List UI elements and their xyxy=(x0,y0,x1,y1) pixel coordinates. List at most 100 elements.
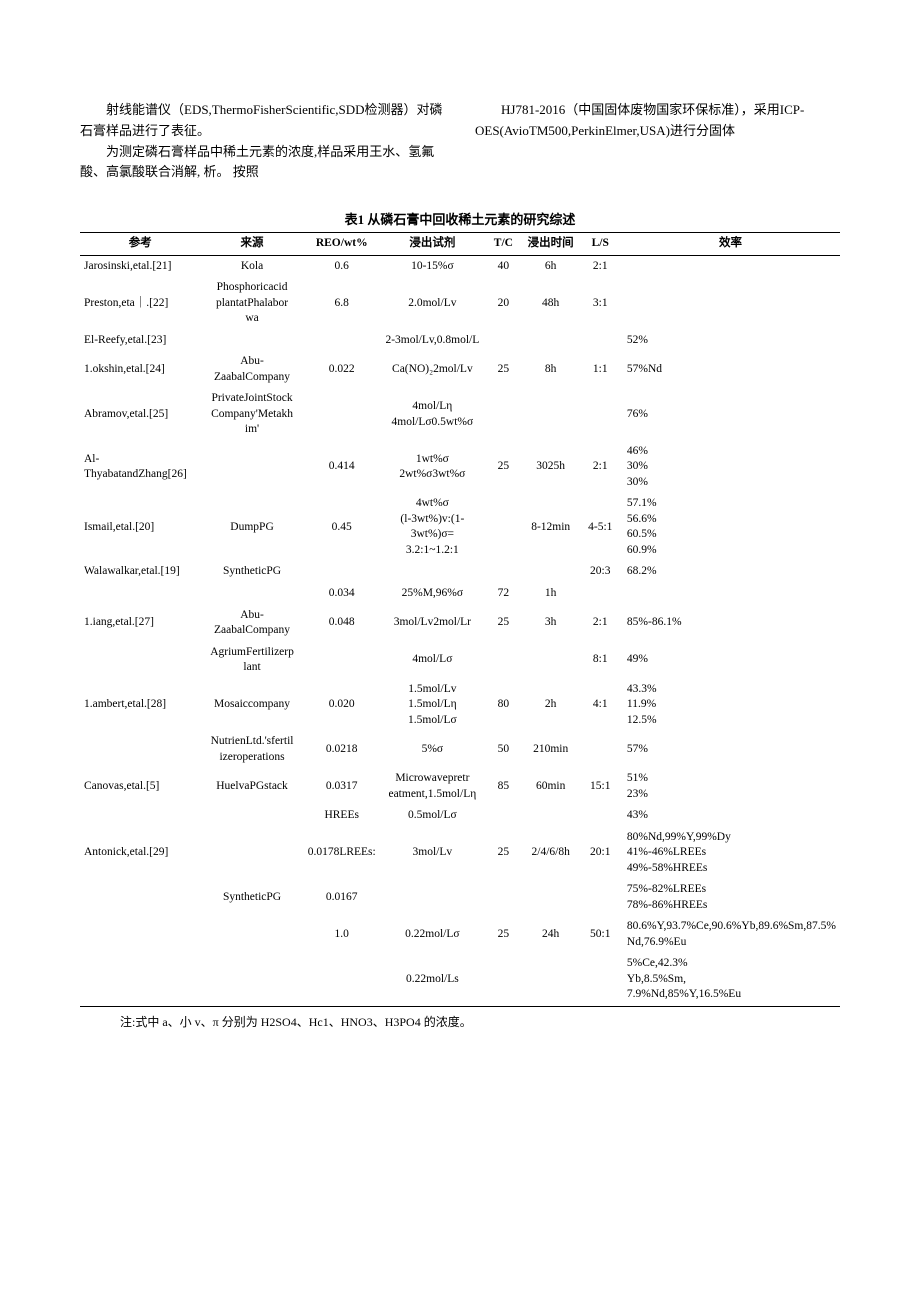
cell-eff xyxy=(621,255,840,277)
table-row: Canovas,etal.[5]HuelvaPGstack0.0317Micro… xyxy=(80,768,840,805)
cell-ls xyxy=(580,330,621,352)
cell-eff: 57.1%56.6%60.5%60.9% xyxy=(621,493,840,561)
cell-reagent: 3mol/Lv xyxy=(380,827,485,880)
cell-tc xyxy=(485,953,522,1006)
th-eff: 效率 xyxy=(621,233,840,256)
paragraph-1a: 射线能谱仪（EDS,ThermoFisherScientific,SDD检测器）… xyxy=(80,100,445,142)
cell-tc xyxy=(485,879,522,916)
cell-ref: Jarosinski,etal.[21] xyxy=(80,255,200,277)
cell-reo xyxy=(304,330,380,352)
cell-reagent: 4wt%σ(l-3wt%)v:(1-3wt%)σ=3.2:1~1.2:1 xyxy=(380,493,485,561)
cell-tc: 72 xyxy=(485,583,522,605)
cell-reo: 0.6 xyxy=(304,255,380,277)
cell-ref xyxy=(80,583,200,605)
cell-ref: 1.ambert,etal.[28] xyxy=(80,679,200,732)
cell-reagent: 4mol/Lη4mol/Lσ0.5wt%σ xyxy=(380,388,485,441)
cell-ls: 4:1 xyxy=(580,679,621,732)
cell-reagent: 0.5mol/Lσ xyxy=(380,805,485,827)
cell-reo xyxy=(304,642,380,679)
cell-reo: 1.0 xyxy=(304,916,380,953)
cell-eff: 76% xyxy=(621,388,840,441)
cell-reagent: 0.22mol/Ls xyxy=(380,953,485,1006)
cell-ls xyxy=(580,388,621,441)
table-row: El-Reefy,etal.[23]2-3mol/Lv,0.8mol/L52% xyxy=(80,330,840,352)
cell-reo: HREEs xyxy=(304,805,380,827)
cell-ref: Ismail,etal.[20] xyxy=(80,493,200,561)
cell-reagent: 3mol/Lv2mol/Lr xyxy=(380,605,485,642)
cell-time xyxy=(522,953,580,1006)
cell-eff: 43.3%11.9%12.5% xyxy=(621,679,840,732)
cell-eff: 46%30%30% xyxy=(621,441,840,494)
table-row: Walawalkar,etal.[19]SyntheticPG20:368.2% xyxy=(80,561,840,583)
cell-tc xyxy=(485,493,522,561)
cell-time xyxy=(522,805,580,827)
cell-time: 2/4/6/8h xyxy=(522,827,580,880)
cell-reo: 0.020 xyxy=(304,679,380,732)
cell-tc: 25 xyxy=(485,827,522,880)
table-row: 1.00.22mol/Lσ2524h50:180.6%Y,93.7%Ce,90.… xyxy=(80,916,840,953)
cell-time: 210min xyxy=(522,731,580,768)
cell-src: SyntheticPG xyxy=(200,879,303,916)
cell-tc: 20 xyxy=(485,277,522,330)
cell-reagent xyxy=(380,561,485,583)
cell-ls: 3:1 xyxy=(580,277,621,330)
table-caption: 表1 从磷石膏中回收稀土元素的研究综述 xyxy=(80,203,840,232)
table-row: AgriumFertilizerplant4mol/Lσ8:149% xyxy=(80,642,840,679)
cell-eff: 57%Nd xyxy=(621,351,840,388)
cell-tc xyxy=(485,561,522,583)
table-header-row: 参考 来源 REO/wt% 浸出试剂 T/C 浸出时间 L/S 效率 xyxy=(80,233,840,256)
cell-src xyxy=(200,827,303,880)
cell-ls: 2:1 xyxy=(580,255,621,277)
cell-tc: 25 xyxy=(485,441,522,494)
cell-tc xyxy=(485,642,522,679)
cell-reagent: 0.22mol/Lσ xyxy=(380,916,485,953)
cell-src xyxy=(200,441,303,494)
cell-time: 3h xyxy=(522,605,580,642)
cell-eff: 57% xyxy=(621,731,840,768)
table-footnote: 注:式中 a、小 v、π 分别为 H2SO4、Hc1、HNO3、H3PO4 的浓… xyxy=(80,1007,840,1031)
table-row: Preston,eta｜.[22]PhosphoricacidplantatPh… xyxy=(80,277,840,330)
cell-reagent: 10-15%σ xyxy=(380,255,485,277)
cell-ls: 50:1 xyxy=(580,916,621,953)
cell-src: NutrienLtd.'sfertilizeroperations xyxy=(200,731,303,768)
cell-reo: 0.0167 xyxy=(304,879,380,916)
para-tail1: 析。 xyxy=(204,164,230,179)
cell-ls xyxy=(580,731,621,768)
table-row: NutrienLtd.'sfertilizeroperations0.0218 5… xyxy=(80,731,840,768)
cell-src: Abu-ZaabalCompany xyxy=(200,605,303,642)
cell-eff: 80.6%Y,93.7%Ce,90.6%Yb,89.6%Sm,87.5%Nd,7… xyxy=(621,916,840,953)
cell-src: PrivateJointStockCompany'Metakhim' xyxy=(200,388,303,441)
cell-ls: 20:3 xyxy=(580,561,621,583)
th-reo: REO/wt% xyxy=(304,233,380,256)
th-source: 来源 xyxy=(200,233,303,256)
cell-time: 48h xyxy=(522,277,580,330)
th-ls: L/S xyxy=(580,233,621,256)
cell-ref xyxy=(80,879,200,916)
cell-ref: Walawalkar,etal.[19] xyxy=(80,561,200,583)
cell-ref: Al-ThyabatandZhang[26] xyxy=(80,441,200,494)
table-row: 0.03425%M,96%σ721h xyxy=(80,583,840,605)
cell-reo: 0.0218 xyxy=(304,731,380,768)
table-row: 1.ambert,etal.[28]Mosaiccompany0.0201.5m… xyxy=(80,679,840,732)
cell-reagent xyxy=(380,879,485,916)
cell-ref: Antonick,etal.[29] xyxy=(80,827,200,880)
table-row: Antonick,etal.[29]0.0178LREEs:3mol/Lv252… xyxy=(80,827,840,880)
cell-src: DumpPG xyxy=(200,493,303,561)
cell-reagent: Ca(NO)₂2mol/Lv xyxy=(380,351,485,388)
body-text-columns: 射线能谱仪（EDS,ThermoFisherScientific,SDD检测器）… xyxy=(80,100,840,183)
cell-time: 2h xyxy=(522,679,580,732)
th-reagent: 浸出试剂 xyxy=(380,233,485,256)
cell-ls: 15:1 xyxy=(580,768,621,805)
table-row: 0.22mol/Ls5%Ce,42.3%Yb,8.5%Sm,7.9%Nd,85%… xyxy=(80,953,840,1006)
cell-ls: 2:1 xyxy=(580,605,621,642)
cell-reagent: 1.5mol/Lv1.5mol/Lη1.5mol/Lσ xyxy=(380,679,485,732)
cell-eff: 52% xyxy=(621,330,840,352)
cell-reagent: 1wt%σ2wt%σ3wt%σ xyxy=(380,441,485,494)
cell-ref xyxy=(80,805,200,827)
cell-src xyxy=(200,916,303,953)
cell-eff: 75%-82%LREEs78%-86%HREEs xyxy=(621,879,840,916)
cell-tc: 25 xyxy=(485,351,522,388)
cell-ref xyxy=(80,642,200,679)
paragraph-1b: 为测定磷石膏样品中稀土元素的浓度,样品采用王水、氢氟酸、高氯酸联合消解, 析。 … xyxy=(80,142,445,184)
cell-time xyxy=(522,388,580,441)
